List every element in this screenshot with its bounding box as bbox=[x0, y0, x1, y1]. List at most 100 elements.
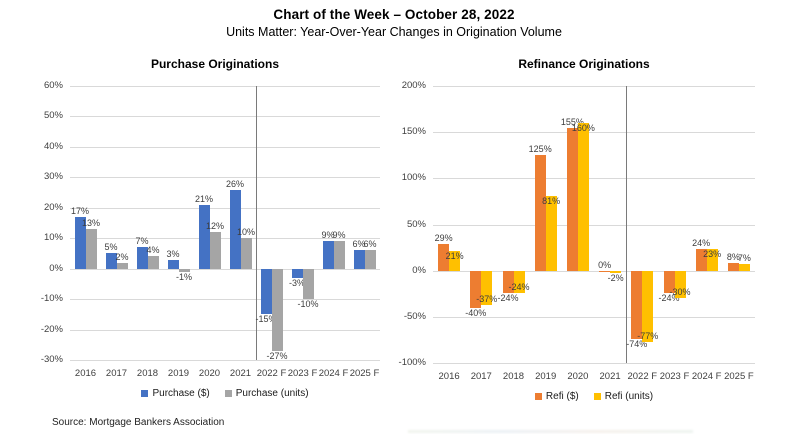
bar bbox=[148, 256, 159, 269]
bar bbox=[334, 241, 345, 269]
y-axis-tick-label: 50% bbox=[43, 110, 63, 122]
x-axis-tick-label: 2024 F bbox=[318, 368, 349, 379]
legend-item: Purchase (units) bbox=[224, 388, 309, 399]
x-axis-tick-label: 2018 bbox=[136, 368, 159, 379]
bar-value-label: 125% bbox=[528, 144, 552, 155]
chart-legend: Refi ($) Refi (units) bbox=[433, 391, 755, 402]
bar-value-label: 12% bbox=[205, 221, 224, 232]
bar bbox=[241, 238, 252, 269]
x-axis-tick-label: 2025 F bbox=[724, 371, 754, 382]
y-axis-tick-label: 200% bbox=[401, 80, 426, 91]
gridline bbox=[70, 330, 380, 331]
bar bbox=[546, 195, 557, 271]
bar-value-label: -1% bbox=[175, 271, 192, 282]
legend-swatch bbox=[593, 393, 601, 400]
x-axis-tick-label: 2021 bbox=[229, 368, 252, 379]
bar bbox=[470, 270, 481, 308]
y-axis-tick-label: 150% bbox=[401, 126, 426, 138]
x-axis-tick-label: 2024 F bbox=[691, 371, 722, 382]
bar bbox=[514, 270, 525, 293]
y-axis-tick-label: 30% bbox=[43, 171, 63, 183]
bar bbox=[739, 264, 750, 271]
bar bbox=[728, 263, 739, 271]
bar-value-label: 9% bbox=[321, 230, 335, 241]
y-axis-tick-label: -100% bbox=[398, 357, 426, 368]
bar bbox=[230, 189, 241, 269]
gridline bbox=[433, 363, 755, 364]
x-axis-tick-label: 2019 bbox=[167, 368, 190, 379]
x-axis-tick-label: 2023 F bbox=[659, 371, 690, 382]
bar bbox=[578, 122, 589, 271]
y-axis-tick-label: 60% bbox=[43, 80, 63, 91]
x-axis-tick-label: 2019 bbox=[535, 371, 557, 382]
bar-value-label: 6% bbox=[363, 239, 377, 250]
gridline bbox=[433, 132, 755, 133]
bar-value-label: 7% bbox=[737, 253, 751, 264]
bar-value-label: 4% bbox=[146, 245, 160, 256]
bar-value-label: 2% bbox=[115, 251, 129, 262]
bar bbox=[631, 270, 642, 339]
x-axis-tick-label: 2021 bbox=[599, 371, 621, 382]
bar bbox=[199, 204, 210, 269]
gridline bbox=[433, 225, 755, 226]
bar-value-label: 160% bbox=[571, 122, 595, 133]
bar-value-label: 155% bbox=[560, 116, 584, 127]
bar-value-label: 7% bbox=[135, 236, 149, 247]
bar-value-label: 5% bbox=[104, 242, 118, 253]
bar bbox=[365, 250, 376, 269]
chart-title: Refinance Originations bbox=[518, 57, 650, 71]
purchase-originations-chart: Purchase Originations 60% 50% 40% 30% 20% 10% 0… bbox=[20, 55, 385, 415]
page-subtitle: Units Matter: Year-Over-Year Changes in … bbox=[226, 25, 562, 39]
x-axis-tick-label: 2022 F bbox=[256, 368, 287, 379]
bar bbox=[675, 270, 686, 299]
legend-label: Refi (units) bbox=[604, 391, 654, 402]
bar bbox=[303, 268, 314, 300]
x-axis-tick-label: 2020 bbox=[198, 368, 221, 379]
bar-value-label: 13% bbox=[81, 218, 100, 229]
bar bbox=[292, 268, 303, 278]
y-axis-tick-label: 0% bbox=[412, 264, 426, 276]
cutoff-text-artifact bbox=[408, 430, 693, 433]
bar-value-label: -24% bbox=[658, 292, 680, 303]
bar bbox=[210, 232, 221, 269]
bar bbox=[503, 270, 514, 293]
bar-value-label: 0% bbox=[598, 259, 612, 270]
gridline bbox=[433, 86, 755, 87]
gridline bbox=[433, 271, 755, 272]
legend-swatch bbox=[534, 393, 542, 400]
bar bbox=[179, 268, 190, 272]
bar bbox=[438, 243, 449, 271]
legend-item: Refi ($) bbox=[534, 391, 579, 402]
bar bbox=[599, 270, 610, 272]
page-title: Chart of the Week – October 28, 2022 bbox=[273, 7, 515, 22]
bar-value-label: -27% bbox=[266, 350, 288, 361]
bar-value-label: -74% bbox=[626, 338, 648, 349]
legend-label: Purchase (units) bbox=[235, 388, 309, 399]
y-axis-tick-label: 0% bbox=[49, 262, 63, 274]
bar-value-label: -30% bbox=[669, 287, 691, 298]
x-axis-tick-label: 2023 F bbox=[287, 368, 318, 379]
y-axis-tick-label: -10% bbox=[40, 293, 63, 305]
legend-item: Refi (units) bbox=[593, 391, 654, 402]
gridline bbox=[70, 147, 380, 148]
bar bbox=[610, 270, 621, 273]
bar-value-label: 24% bbox=[692, 237, 711, 248]
x-axis-tick-label: 2017 bbox=[105, 368, 128, 379]
gridline bbox=[433, 317, 755, 318]
x-axis-tick-label: 2016 bbox=[74, 368, 97, 379]
gridline bbox=[70, 208, 380, 209]
x-axis-tick-label: 2018 bbox=[502, 371, 525, 382]
y-axis-tick-label: 100% bbox=[401, 172, 426, 184]
bar-value-label: -77% bbox=[637, 330, 659, 341]
bar-value-label: -3% bbox=[288, 277, 305, 288]
bar bbox=[272, 268, 283, 351]
y-axis-tick-label: 10% bbox=[43, 232, 63, 244]
bar-value-label: -15% bbox=[255, 314, 277, 325]
bar-value-label: -40% bbox=[465, 307, 487, 318]
bar bbox=[354, 250, 365, 269]
bar bbox=[323, 241, 334, 269]
y-axis-tick-label: 40% bbox=[43, 140, 63, 152]
y-axis-tick-label: -30% bbox=[40, 354, 63, 365]
legend-label: Refi ($) bbox=[545, 391, 579, 402]
